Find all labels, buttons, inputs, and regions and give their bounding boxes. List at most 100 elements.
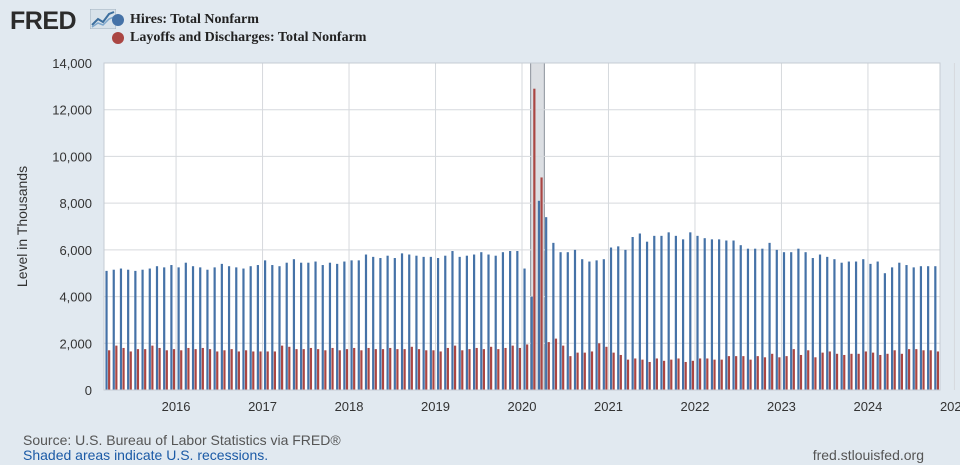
bar-hires: [898, 262, 901, 390]
bar-layoffs: [677, 358, 680, 390]
bar-hires: [566, 252, 569, 390]
bar-hires: [653, 235, 656, 390]
bar-hires: [206, 269, 209, 390]
bar-layoffs: [619, 354, 622, 390]
bar-layoffs: [129, 351, 132, 390]
bar-hires: [934, 266, 937, 390]
bar-layoffs: [266, 351, 269, 390]
bar-hires: [710, 239, 714, 390]
bar-hires: [847, 261, 850, 390]
bar-hires: [660, 235, 663, 390]
bar-layoffs: [662, 360, 666, 390]
x-tick-label: 2019: [421, 399, 450, 414]
bar-hires: [545, 217, 548, 390]
bar-layoffs: [403, 349, 406, 390]
bar-hires: [256, 265, 259, 390]
bar-layoffs: [554, 338, 558, 390]
bar-hires: [516, 251, 519, 390]
bar-layoffs: [864, 351, 867, 390]
bar-hires: [321, 265, 324, 390]
bar-layoffs: [814, 357, 817, 390]
bar-hires: [249, 266, 252, 390]
bar-layoffs: [201, 347, 204, 390]
bar-layoffs: [144, 349, 147, 390]
bar-layoffs: [576, 352, 579, 390]
bar-layoffs: [331, 347, 334, 390]
bar-layoffs: [518, 347, 522, 390]
bar-hires: [429, 256, 432, 390]
x-tick-label: 2022: [681, 399, 710, 414]
bar-hires: [184, 262, 187, 390]
bar-hires: [725, 240, 728, 390]
bar-layoffs: [367, 347, 370, 390]
legend-label-layoffs: Layoffs and Discharges: Total Nonfarm: [130, 30, 367, 45]
bar-layoffs: [165, 350, 168, 390]
bar-hires: [912, 267, 915, 390]
bar-layoffs: [526, 344, 529, 390]
bar-hires: [372, 256, 375, 390]
bar-hires: [782, 252, 786, 390]
bar-layoffs: [281, 345, 284, 390]
bar-layoffs: [749, 359, 752, 390]
bar-hires: [775, 249, 778, 390]
bar-layoffs: [475, 347, 478, 390]
bar-hires: [227, 266, 231, 390]
bar-hires: [559, 252, 562, 390]
bar-layoffs: [929, 350, 932, 390]
bar-layoffs: [908, 349, 911, 390]
bar-layoffs: [699, 358, 702, 390]
bar-hires: [638, 233, 641, 390]
x-tick-label: 2017: [248, 399, 277, 414]
bar-layoffs: [634, 358, 637, 390]
fred-logo[interactable]: FRED: [10, 7, 77, 35]
bar-layoffs: [763, 357, 767, 390]
bar-hires: [523, 268, 526, 390]
bar-hires: [494, 255, 497, 390]
recession-note[interactable]: Shaded areas indicate U.S. recessions.: [23, 447, 269, 463]
bar-layoffs: [850, 353, 853, 390]
bar-hires: [890, 267, 894, 390]
bar-layoffs: [446, 347, 449, 390]
bar-layoffs: [871, 352, 875, 390]
site-url[interactable]: fred.stlouisfed.org: [812, 447, 924, 463]
bar-hires: [415, 255, 418, 390]
bar-hires: [732, 240, 735, 390]
y-tick-label: 14,000: [52, 56, 92, 71]
y-axis-label: Level in Thousands: [14, 166, 30, 287]
bar-hires: [451, 251, 454, 390]
bar-layoffs: [136, 349, 140, 390]
bar-hires: [191, 266, 195, 390]
bar-layoffs: [626, 359, 630, 390]
bar-hires: [624, 249, 627, 390]
x-tick-label: 2018: [335, 399, 364, 414]
bar-layoffs: [360, 350, 363, 390]
bar-layoffs: [194, 349, 197, 390]
bar-hires: [300, 262, 303, 390]
bar-layoffs: [273, 351, 276, 390]
bar-hires: [177, 267, 180, 390]
bar-layoffs: [151, 345, 154, 390]
y-tick-label: 2,000: [59, 336, 92, 351]
bar-layoffs: [187, 347, 190, 390]
bar-hires: [573, 249, 577, 390]
bar-hires: [833, 259, 836, 390]
x-tick-label: 2020: [508, 399, 537, 414]
bar-layoffs: [317, 349, 320, 390]
bar-layoffs: [432, 350, 435, 390]
bar-hires: [292, 259, 296, 390]
bar-layoffs: [922, 350, 925, 390]
y-tick-label: 0: [85, 383, 92, 398]
bar-layoffs: [511, 345, 514, 390]
bar-layoffs: [439, 351, 442, 390]
bar-hires: [213, 267, 216, 390]
bar-layoffs: [244, 350, 248, 390]
legend-label-hires: Hires: Total Nonfarm: [130, 12, 259, 27]
bar-layoffs: [598, 343, 601, 390]
bar-hires: [465, 255, 468, 390]
y-tick-label: 10,000: [52, 149, 92, 164]
bar-hires: [667, 232, 670, 390]
bar-hires: [617, 246, 620, 390]
bar-hires: [119, 268, 123, 390]
bar-hires: [307, 262, 310, 390]
bar-layoffs: [533, 88, 536, 390]
